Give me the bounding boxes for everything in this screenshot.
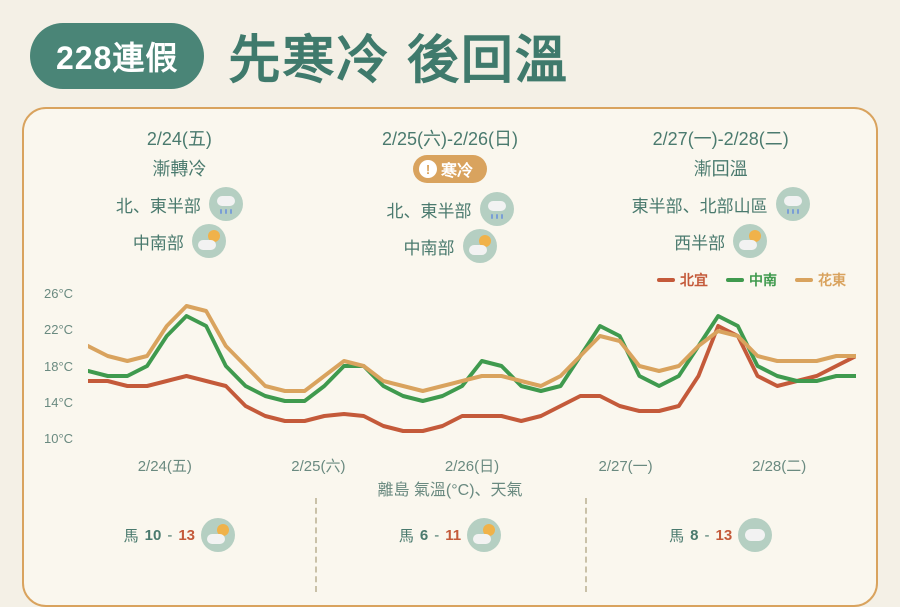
period-subtitle: 漸回溫 xyxy=(585,155,856,181)
legend-swatch xyxy=(795,278,813,282)
temp-low: 6 xyxy=(420,527,428,544)
y-axis: 26°C22°C18°C14°C10°C xyxy=(44,286,88,446)
condition-line: 北、東半部 xyxy=(44,187,315,221)
condition-line: 東半部、北部山區 xyxy=(585,187,856,221)
condition-line: 西半部 xyxy=(585,224,856,258)
temp-high: 13 xyxy=(178,527,195,544)
cold-warning-badge: ! 寒冷 xyxy=(413,155,487,183)
line-chart-svg xyxy=(88,286,856,446)
temp-high: 11 xyxy=(445,527,461,544)
island-row: 馬 10-13 馬 6-11 馬 8-13 xyxy=(44,518,856,552)
island-group: 馬 10-13 xyxy=(44,518,315,552)
region-label: 中南部 xyxy=(404,234,455,259)
region-label: 西半部 xyxy=(674,229,725,254)
period-subtitle: 漸轉冷 xyxy=(44,155,315,181)
header: 228連假 先寒冷 後回溫 xyxy=(0,0,900,107)
period-2: 2/25(六)-2/26(日) ! 寒冷 北、東半部 中南部 xyxy=(315,125,586,266)
condition-line: 中南部 xyxy=(315,229,586,263)
period-1: 2/24(五) 漸轉冷 北、東半部 中南部 xyxy=(44,125,315,266)
island-cell: 馬 10-13 xyxy=(44,518,315,552)
island-group: 馬 8-13 xyxy=(585,518,856,552)
separator xyxy=(585,498,587,592)
holiday-badge: 228連假 xyxy=(30,23,204,89)
alert-icon: ! xyxy=(419,160,437,178)
main-title: 先寒冷 後回溫 xyxy=(228,18,568,93)
region-label: 東半部、北部山區 xyxy=(632,192,768,217)
island-cell: 馬 6-11 xyxy=(315,518,586,552)
sun-cloud-icon xyxy=(192,224,226,258)
temperature-chart: 北宜 中南 花東 26°C22°C18°C14°C10°C 2/24(五)2/2… xyxy=(44,276,856,476)
region-label: 中南部 xyxy=(133,229,184,254)
period-row: 2/24(五) 漸轉冷 北、東半部 中南部 2/25(六)-2/26(日) ! … xyxy=(44,125,856,266)
condition-line: 中南部 xyxy=(44,224,315,258)
cold-label: 寒冷 xyxy=(441,157,473,181)
island-section-title: 離島 氣溫(°C)、天氣 xyxy=(44,476,856,500)
forecast-card: 2/24(五) 漸轉冷 北、東半部 中南部 2/25(六)-2/26(日) ! … xyxy=(22,107,878,607)
rain-icon xyxy=(480,192,514,226)
sun-cloud-icon xyxy=(201,518,235,552)
rain-icon xyxy=(776,187,810,221)
sun-cloud-icon xyxy=(463,229,497,263)
island-group: 馬 6-11 xyxy=(315,518,586,552)
cloud-icon xyxy=(738,518,772,552)
rain-icon xyxy=(209,187,243,221)
x-axis: 2/24(五)2/25(六)2/26(日)2/27(一)2/28(二) xyxy=(88,455,856,476)
island-label: 馬 xyxy=(399,525,414,546)
period-date: 2/27(一)-2/28(二) xyxy=(585,125,856,151)
temp-high: 13 xyxy=(716,527,733,544)
legend-swatch xyxy=(726,278,744,282)
period-date: 2/24(五) xyxy=(44,125,315,151)
temp-low: 10 xyxy=(145,527,162,544)
island-label: 馬 xyxy=(669,525,684,546)
region-label: 北、東半部 xyxy=(116,192,201,217)
island-section: 離島 氣溫(°C)、天氣 馬 10-13 馬 6-11 xyxy=(44,476,856,552)
separator xyxy=(315,498,317,592)
plot-area xyxy=(88,286,856,446)
sun-cloud-icon xyxy=(733,224,767,258)
condition-line: 北、東半部 xyxy=(315,192,586,226)
temp-low: 8 xyxy=(690,527,698,544)
period-date: 2/25(六)-2/26(日) xyxy=(315,125,586,151)
sun-cloud-icon xyxy=(467,518,501,552)
period-3: 2/27(一)-2/28(二) 漸回溫 東半部、北部山區 西半部 xyxy=(585,125,856,266)
island-cell: 馬 8-13 xyxy=(585,518,856,552)
region-label: 北、東半部 xyxy=(387,197,472,222)
island-label: 馬 xyxy=(124,525,139,546)
legend-swatch xyxy=(657,278,675,282)
